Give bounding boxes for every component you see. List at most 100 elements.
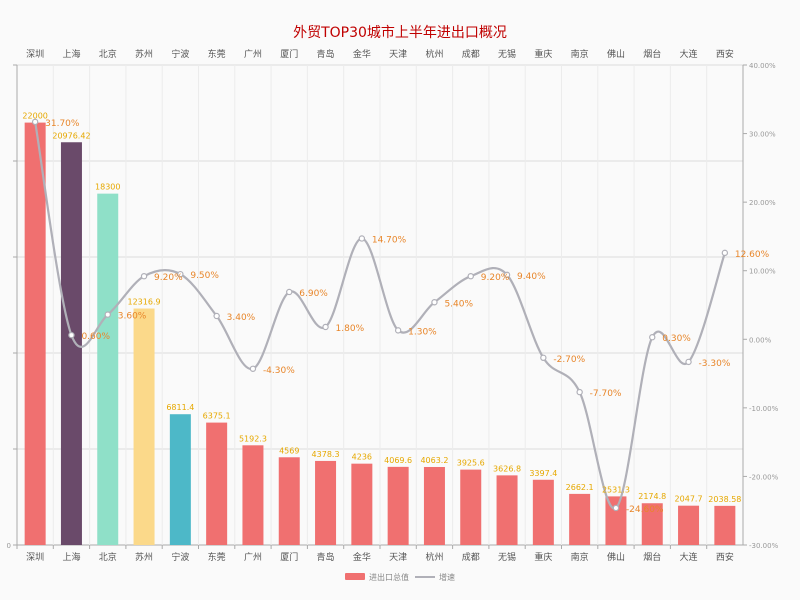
- line-value-label: 14.70%: [372, 235, 407, 245]
- bar[interactable]: [60, 142, 82, 545]
- line-point[interactable]: [177, 270, 184, 278]
- bar[interactable]: [641, 503, 663, 545]
- bar[interactable]: [714, 505, 736, 545]
- bar[interactable]: [315, 460, 337, 545]
- chart-title: 外贸TOP30城市上半年进出口概况: [293, 24, 507, 41]
- bar[interactable]: [569, 493, 591, 545]
- bar[interactable]: [351, 463, 373, 545]
- line-point[interactable]: [685, 358, 692, 366]
- bar[interactable]: [460, 469, 482, 545]
- line-value-label: 3.60%: [118, 312, 147, 322]
- bar[interactable]: [532, 479, 554, 545]
- bar-value-label: 6375.1: [203, 412, 231, 421]
- line-point[interactable]: [431, 299, 438, 306]
- bar[interactable]: [278, 457, 300, 545]
- bar[interactable]: [133, 308, 155, 545]
- bar-value-label: 3397.4: [529, 469, 557, 478]
- legend-swatch-bar[interactable]: [345, 573, 365, 580]
- line-point[interactable]: [394, 327, 402, 334]
- bar[interactable]: [97, 193, 119, 545]
- line-point[interactable]: [540, 354, 547, 361]
- x-label-bottom: 北京: [99, 551, 117, 563]
- bar-value-label: 3626.8: [493, 464, 521, 473]
- bar-value-label: 2038.58: [708, 495, 741, 504]
- line-point[interactable]: [322, 323, 329, 331]
- line-point[interactable]: [358, 235, 366, 242]
- y-right-tick-label: 20.00%: [749, 199, 776, 207]
- x-label-top: 金华: [353, 48, 371, 60]
- line-point[interactable]: [140, 273, 148, 280]
- bar-value-label: 4378.3: [312, 450, 340, 459]
- x-label-top: 上海: [62, 48, 80, 60]
- y-right-tick-label: -10.00%: [749, 405, 779, 413]
- bar[interactable]: [24, 122, 46, 545]
- bar[interactable]: [605, 496, 627, 545]
- line-value-label: 0.30%: [662, 334, 691, 344]
- line-point[interactable]: [612, 504, 620, 512]
- x-label-top: 东莞: [208, 48, 226, 60]
- x-label-top: 烟台: [643, 48, 661, 60]
- line-point[interactable]: [649, 334, 656, 341]
- bar-value-label: 4069.6: [384, 456, 412, 465]
- line-value-label: -24.60%: [626, 505, 664, 515]
- x-label-top: 北京: [99, 48, 117, 60]
- x-label-bottom: 重庆: [534, 551, 552, 563]
- bar[interactable]: [169, 414, 191, 545]
- line-value-label: 0.60%: [81, 332, 110, 342]
- legend[interactable]: 进出口总值 增速: [345, 572, 455, 582]
- line-value-label: 5.40%: [444, 299, 473, 309]
- x-label-bottom: 天津: [389, 552, 407, 563]
- bar-value-label: 12316.9: [128, 298, 161, 307]
- line-point[interactable]: [213, 312, 220, 320]
- line-point[interactable]: [68, 331, 75, 339]
- line-value-label: 1.30%: [408, 327, 437, 337]
- x-label-bottom: 大连: [680, 551, 698, 563]
- legend-label[interactable]: 进出口总值: [369, 572, 409, 582]
- y-right-tick-label: -30.00%: [749, 542, 779, 550]
- line-point[interactable]: [467, 273, 474, 280]
- bar-value-label: 2531.3: [602, 485, 630, 494]
- line-point[interactable]: [104, 311, 111, 318]
- x-label-top: 西安: [716, 48, 734, 60]
- line-point[interactable]: [576, 388, 583, 396]
- line-value-label: 9.50%: [190, 271, 219, 281]
- x-label-top: 广州: [244, 48, 262, 60]
- x-label-bottom: 苏州: [135, 551, 153, 563]
- bar-value-label: 2174.8: [638, 492, 666, 501]
- bar[interactable]: [242, 445, 264, 545]
- legend-label[interactable]: 增速: [439, 572, 455, 582]
- axes: 0 40.00% 30.00% 20.00% 10.00% 0.00% -10.00% -20…: [7, 48, 779, 563]
- line-point[interactable]: [721, 249, 729, 257]
- x-label-bottom: 佛山: [607, 551, 625, 563]
- line-point[interactable]: [249, 365, 257, 372]
- bar[interactable]: [678, 505, 700, 545]
- line-point[interactable]: [286, 288, 293, 296]
- bar[interactable]: [206, 422, 228, 545]
- x-label-bottom: 南京: [571, 551, 589, 563]
- x-label-top: 青岛: [317, 48, 335, 60]
- bar-value-label: 18300: [95, 183, 120, 192]
- x-label-bottom: 金华: [353, 551, 371, 563]
- line-value-label: -7.70%: [590, 389, 622, 399]
- line-value-label: 3.40%: [227, 313, 256, 323]
- bar-value-label: 5192.3: [239, 434, 267, 443]
- x-label-top: 杭州: [425, 48, 443, 60]
- line-point[interactable]: [31, 118, 39, 126]
- y-right-tick-label: -20.00%: [749, 473, 779, 481]
- x-label-top: 厦门: [280, 48, 298, 60]
- line-value-label: 9.20%: [481, 273, 510, 283]
- bar[interactable]: [496, 475, 518, 545]
- y-right-tick-label: 0.00%: [749, 336, 772, 344]
- line-value-label: 1.80%: [336, 324, 365, 334]
- y-left-tick-label: 0: [7, 542, 11, 550]
- line-point[interactable]: [503, 271, 511, 279]
- x-label-bottom: 深圳: [26, 552, 44, 563]
- gridlines: [16, 64, 744, 546]
- bar[interactable]: [423, 466, 445, 545]
- y-right-tick-label: 30.00%: [749, 131, 776, 139]
- x-label-bottom: 上海: [62, 551, 80, 563]
- bar[interactable]: [387, 466, 409, 545]
- x-label-bottom: 东莞: [208, 551, 226, 563]
